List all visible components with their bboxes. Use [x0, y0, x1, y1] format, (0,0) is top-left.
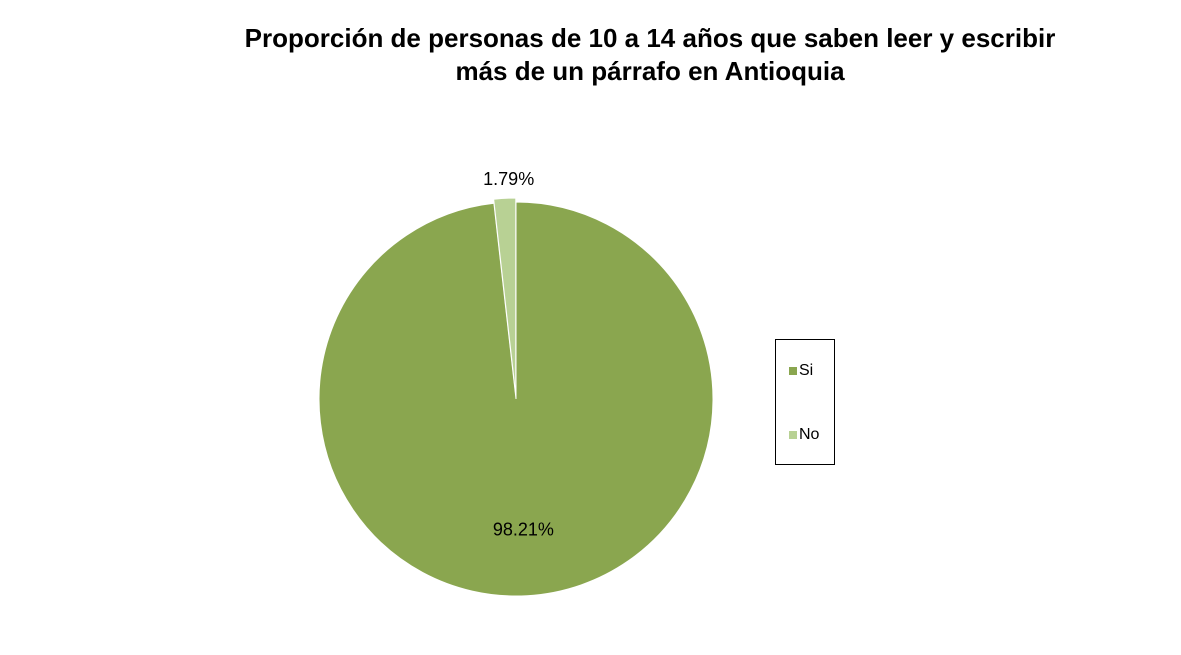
data-label-si: 98.21%	[493, 520, 554, 540]
pie-slice-si	[318, 201, 714, 597]
pie-slice-no	[493, 197, 517, 396]
legend-label-no: No	[799, 426, 820, 443]
chart-title-line-1: Proporción de personas de 10 a 14 años q…	[244, 23, 1056, 53]
chart-title: Proporción de personas de 10 a 14 años q…	[175, 22, 1125, 88]
chart-title-line-2: más de un párrafo en Antioquia	[455, 56, 845, 86]
chart-legend: Si No	[775, 339, 835, 465]
legend-item-si: Si	[789, 362, 813, 380]
data-label-no: 1.79%	[483, 169, 534, 189]
pie-data-labels: 98.21% 1.79%	[483, 169, 554, 539]
legend-swatch-no	[789, 431, 797, 439]
legend-label-si: Si	[799, 362, 814, 379]
legend-item-no: No	[789, 426, 819, 444]
legend-swatch-si	[789, 367, 797, 375]
pie-slices	[318, 197, 714, 597]
